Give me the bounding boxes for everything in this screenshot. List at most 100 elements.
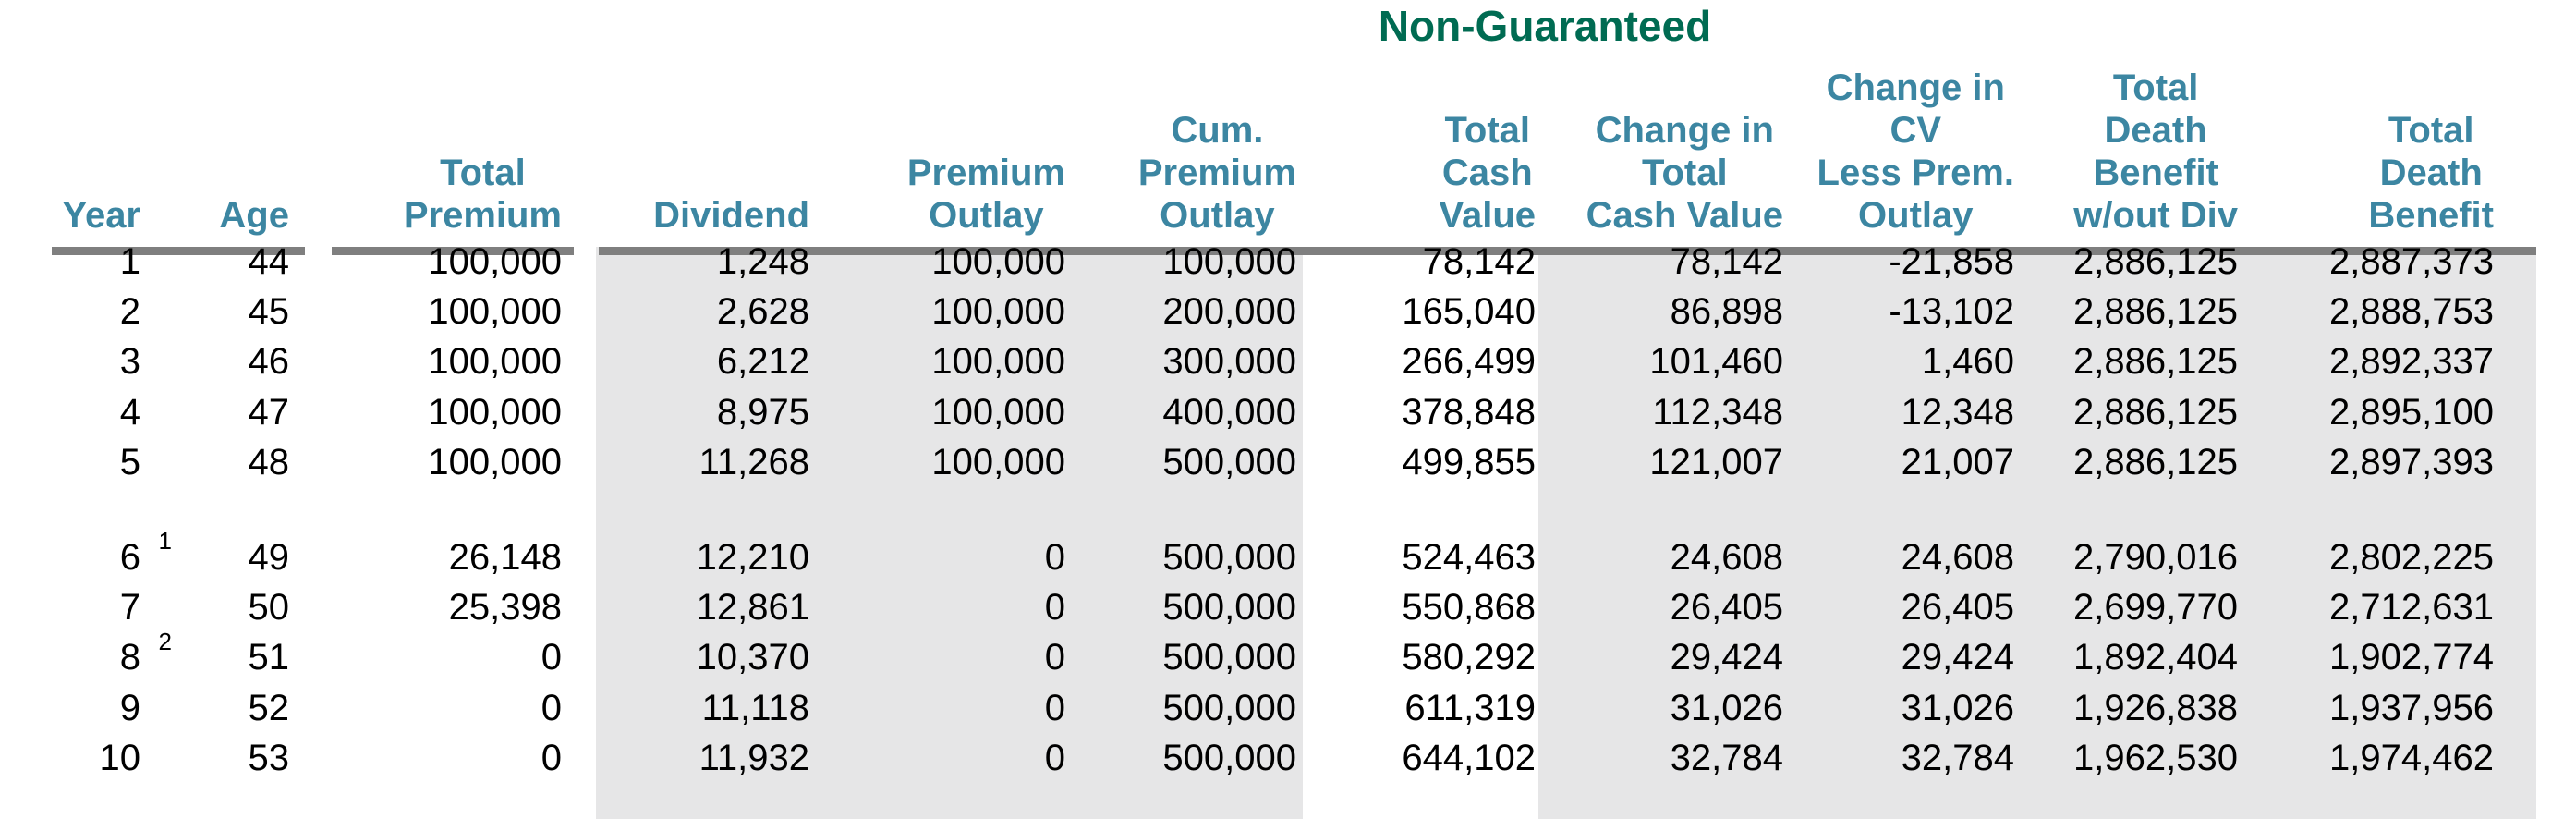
header-change-in-total-cash-value: Change in Total Cash Value: [1536, 0, 1783, 237]
cell-change-in-cv-less-prem-outlay: 24,608: [1901, 536, 2014, 578]
header-label: Total Cash Value: [1439, 110, 1536, 236]
header-rule-year-age: [52, 247, 305, 255]
cell-cum-premium-outlay: 500,000: [1162, 687, 1296, 728]
cell-total-cash-value: 611,319: [1404, 687, 1536, 728]
cell-dividend: 11,118: [701, 687, 809, 728]
cell-total-death-benefit-wout-div: 1,962,530: [2073, 738, 2238, 779]
cell-dividend: 8,975: [716, 391, 809, 433]
header-label: Total Death Benefit w/out Div: [2073, 67, 2238, 236]
cell-premium-outlay: 0: [1044, 587, 1065, 629]
cell-year: 1: [119, 240, 140, 282]
cell-total-premium: 100,000: [428, 341, 562, 383]
cell-change-in-total-cash-value: 26,405: [1670, 587, 1783, 629]
cell-premium-outlay: 100,000: [931, 291, 1065, 333]
footnote-marker: 2: [158, 627, 172, 655]
row-spacer: [0, 488, 2494, 532]
cell-age: 51: [248, 637, 290, 678]
cell-year: 10: [99, 738, 141, 779]
cell-total-death-benefit: 1,974,462: [2329, 738, 2494, 779]
header-label: Age: [219, 195, 289, 236]
cell-age: 48: [248, 442, 290, 483]
cell-total-premium: 100,000: [428, 291, 562, 333]
cell-total-premium: 25,398: [448, 587, 562, 629]
cell-year: 5: [119, 442, 140, 483]
cell-dividend: 12,861: [696, 587, 809, 629]
cell-total-premium: 0: [541, 738, 562, 779]
table-row: 3 46 100,000 6,212 100,000 300,000 266,499 101,…: [0, 337, 2494, 387]
cell-year: 2: [119, 291, 140, 333]
cell-total-death-benefit-wout-div: 2,886,125: [2073, 341, 2238, 383]
cell-total-death-benefit: 2,888,753: [2329, 291, 2494, 333]
cell-premium-outlay: 100,000: [931, 442, 1065, 483]
cell-total-cash-value: 644,102: [1402, 738, 1536, 779]
cell-change-in-total-cash-value: 78,142: [1670, 240, 1783, 282]
cell-cum-premium-outlay: 500,000: [1162, 442, 1296, 483]
header-total-premium: Total Premium: [289, 0, 562, 237]
cell-total-premium: 100,000: [428, 240, 562, 282]
cell-change-in-total-cash-value: 29,424: [1670, 637, 1783, 678]
cell-total-death-benefit-wout-div: 1,926,838: [2073, 687, 2238, 728]
cell-total-cash-value: 550,868: [1402, 587, 1536, 629]
cell-year: 7: [119, 587, 140, 629]
cell-total-cash-value: 165,040: [1402, 291, 1536, 333]
header-label: Year: [62, 195, 140, 236]
table-row: 5 48 100,000 11,268 100,000 500,000 499,855 121…: [0, 438, 2494, 488]
row-spacer-cell: [0, 488, 2494, 532]
header-rule-total-premium: [332, 247, 574, 255]
ledger-table-head: Year Age Total Premium Dividend Premium Outl…: [0, 0, 2494, 237]
cell-change-in-total-cash-value: 24,608: [1670, 536, 1783, 578]
table-row: 8 2 51 0 10,370 0 500,000 580,292 29,424 29,424 1,…: [0, 627, 2494, 683]
cell-change-in-cv-less-prem-outlay: -21,858: [1889, 240, 2014, 282]
cell-premium-outlay: 100,000: [931, 391, 1065, 433]
header-cum-premium-outlay: Cum. Premium Outlay: [1065, 0, 1296, 237]
shaded-band-nonguaranteed-group: [1538, 247, 2536, 819]
cell-change-in-cv-less-prem-outlay: -13,102: [1889, 291, 2014, 333]
cell-total-premium: 26,148: [448, 536, 562, 578]
header-label: Cum. Premium Outlay: [1137, 110, 1296, 236]
cell-dividend: 11,932: [699, 738, 809, 779]
cell-change-in-total-cash-value: 32,784: [1670, 738, 1783, 779]
header-total-cash-value: Total Cash Value: [1296, 0, 1536, 237]
footnote-marker: 1: [158, 526, 172, 555]
cell-year: 9: [119, 687, 140, 728]
cell-dividend: 11,268: [699, 442, 809, 483]
cell-cum-premium-outlay: 500,000: [1162, 536, 1296, 578]
cell-total-death-benefit-wout-div: 2,886,125: [2073, 391, 2238, 433]
cell-change-in-cv-less-prem-outlay: 32,784: [1901, 738, 2014, 779]
cell-change-in-cv-less-prem-outlay: 31,026: [1901, 687, 2014, 728]
header-label: Dividend: [653, 195, 809, 236]
section-title: Non-Guaranteed: [1378, 2, 1712, 50]
cell-age: 45: [248, 291, 290, 333]
cell-cum-premium-outlay: 100,000: [1162, 240, 1296, 282]
cell-total-death-benefit: 2,895,100: [2329, 391, 2494, 433]
cell-change-in-total-cash-value: 101,460: [1649, 341, 1783, 383]
ledger-table: Year Age Total Premium Dividend Premium Outl…: [0, 0, 2495, 784]
cell-premium-outlay: 0: [1044, 637, 1065, 678]
cell-premium-outlay: 0: [1044, 536, 1065, 578]
cell-total-death-benefit-wout-div: 2,790,016: [2073, 536, 2238, 578]
header-rule-nonguaranteed: [599, 247, 2536, 255]
cell-change-in-cv-less-prem-outlay: 12,348: [1901, 391, 2014, 433]
cell-total-premium: 0: [541, 687, 562, 728]
cell-age: 44: [248, 240, 290, 282]
cell-cum-premium-outlay: 200,000: [1162, 291, 1296, 333]
header-total-death-benefit-wout-div: Total Death Benefit w/out Div: [2014, 0, 2238, 237]
cell-change-in-cv-less-prem-outlay: 29,424: [1901, 637, 2014, 678]
cell-total-cash-value: 266,499: [1402, 341, 1536, 383]
cell-total-death-benefit-wout-div: 2,886,125: [2073, 291, 2238, 333]
header-premium-outlay: Premium Outlay: [809, 0, 1065, 237]
cell-age: 46: [248, 341, 290, 383]
cell-cum-premium-outlay: 400,000: [1162, 391, 1296, 433]
cell-total-cash-value: 378,848: [1402, 391, 1536, 433]
cell-change-in-cv-less-prem-outlay: 26,405: [1901, 587, 2014, 629]
table-row: 10 53 0 11,932 0 500,000 644,102 32,784 32,784 1,…: [0, 734, 2495, 784]
table-row: 1 44 100,000 1,248 100,000 100,000 78,142 78,14…: [0, 237, 2494, 287]
cell-total-death-benefit-wout-div: 1,892,404: [2073, 637, 2238, 678]
header-dividend: Dividend: [562, 0, 809, 237]
cell-premium-outlay: 0: [1044, 687, 1065, 728]
table-row: 4 47 100,000 8,975 100,000 400,000 378,848 112,…: [0, 387, 2494, 437]
cell-total-premium: 100,000: [428, 442, 562, 483]
cell-total-cash-value: 499,855: [1402, 442, 1536, 483]
